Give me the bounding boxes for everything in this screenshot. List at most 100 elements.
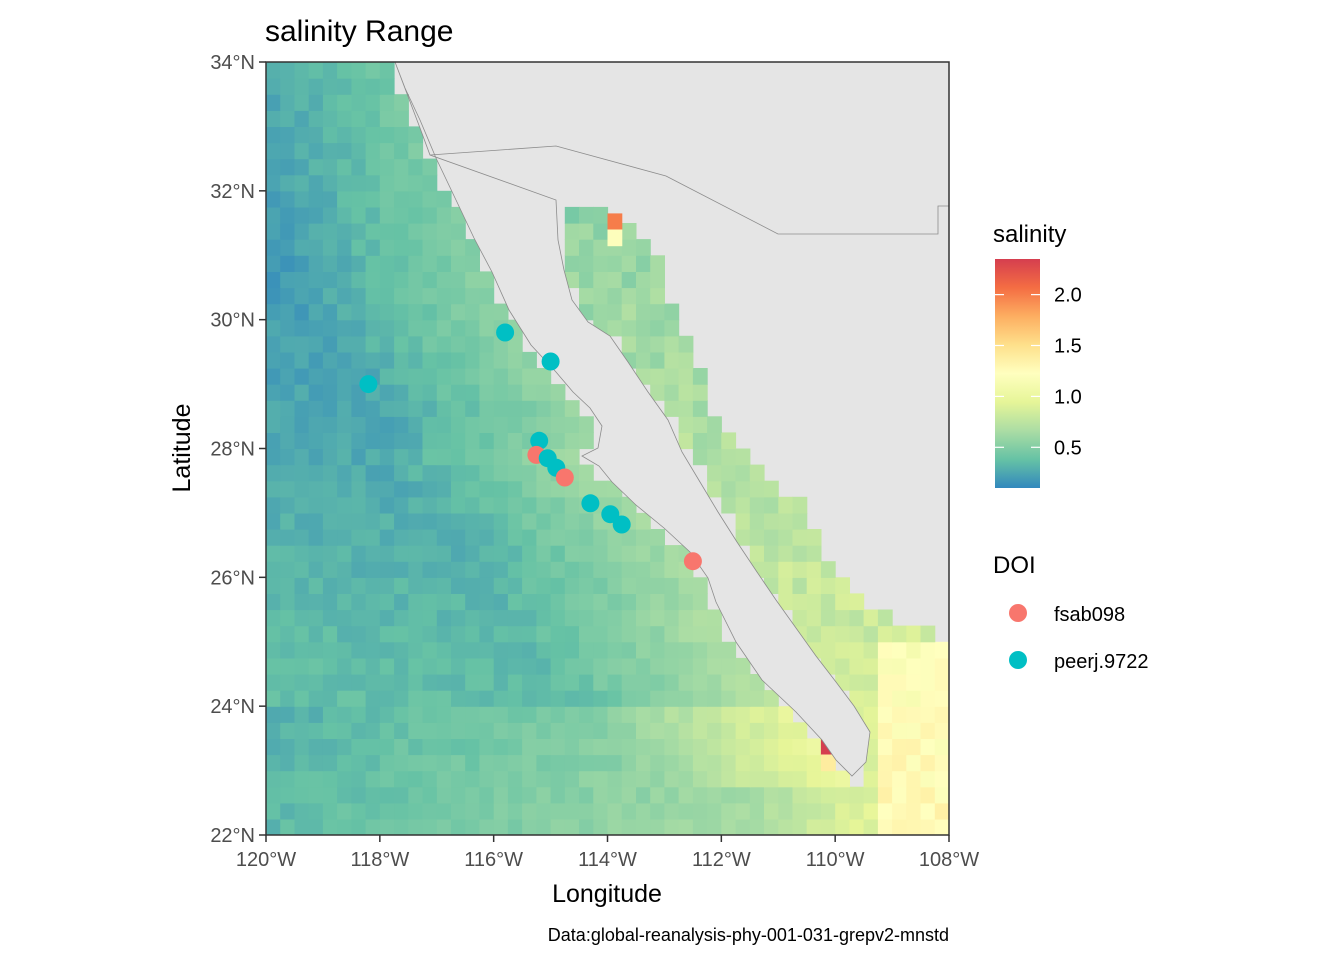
heatmap-cell <box>394 174 409 192</box>
heatmap-cell <box>308 78 324 95</box>
heatmap-cell <box>678 738 694 756</box>
heatmap-cell <box>379 158 395 176</box>
heatmap-cell <box>792 754 808 772</box>
heatmap-cell <box>365 303 381 321</box>
heatmap-cell <box>322 368 338 385</box>
heatmap-cell <box>579 706 594 723</box>
heatmap-cell <box>735 674 751 691</box>
heatmap-cell <box>379 818 395 835</box>
heatmap-cell <box>379 142 395 160</box>
heatmap-cell <box>664 802 680 820</box>
heatmap-cell <box>636 319 651 337</box>
heatmap-cell <box>351 190 367 208</box>
heatmap-cell <box>322 400 338 417</box>
heatmap-cell <box>650 529 665 546</box>
heatmap-cell <box>678 802 694 820</box>
heatmap-cell <box>451 690 466 707</box>
heatmap-cell <box>337 94 352 111</box>
heatmap-cell <box>621 802 637 820</box>
heatmap-cell <box>507 770 523 788</box>
heatmap-cell <box>394 770 409 788</box>
heatmap-cell <box>550 738 566 756</box>
heatmap-cell <box>337 62 352 79</box>
heatmap-cell <box>692 432 708 450</box>
heatmap-cell <box>650 786 665 804</box>
heatmap-cell <box>337 110 352 127</box>
heatmap-cell <box>379 496 395 514</box>
heatmap-cell <box>621 303 637 321</box>
heatmap-cell <box>465 480 480 498</box>
heatmap-cell <box>692 706 708 723</box>
heatmap-cell <box>493 416 509 433</box>
heatmap-cell <box>707 432 722 450</box>
heatmap-cell <box>465 754 480 772</box>
heatmap-cell <box>507 545 523 562</box>
heatmap-cell <box>337 287 352 305</box>
heatmap-cell <box>493 368 509 385</box>
heatmap-cell <box>650 384 665 401</box>
heatmap-cell <box>522 706 537 723</box>
doi-legend: DOI fsab098 peerj.9722 <box>993 552 1149 673</box>
heatmap-cell <box>920 625 936 643</box>
heatmap-cell <box>692 593 708 611</box>
heatmap-cell <box>465 303 480 321</box>
heatmap-cell <box>636 593 651 611</box>
heatmap-cell <box>322 271 338 289</box>
heatmap-cell <box>322 94 338 111</box>
heatmap-cell <box>436 448 452 466</box>
heatmap-cell <box>322 625 338 643</box>
heatmap-cell <box>408 335 424 353</box>
heatmap-cell <box>394 690 409 707</box>
heatmap-cell <box>408 593 424 611</box>
heatmap-cell <box>351 174 367 192</box>
heatmap-cell <box>337 593 352 611</box>
heatmap-cell <box>536 529 552 546</box>
heatmap-cell <box>379 738 395 756</box>
heatmap-cell <box>436 786 452 804</box>
heatmap-cell <box>621 319 637 337</box>
heatmap-cell <box>735 738 751 756</box>
heatmap-cell <box>550 625 566 643</box>
heatmap-cell <box>365 641 381 659</box>
heatmap-cell <box>579 674 594 691</box>
heatmap-cell <box>764 818 779 835</box>
heatmap-cell <box>877 802 893 820</box>
heatmap-cell <box>436 432 452 450</box>
heatmap-cell <box>436 657 452 675</box>
heatmap-cell <box>692 416 708 433</box>
heatmap-cell <box>636 706 651 723</box>
heatmap-cell <box>636 512 651 530</box>
heatmap-cell <box>394 722 409 739</box>
heatmap-cell <box>351 657 367 675</box>
heatmap-cell <box>522 674 537 691</box>
heatmap-cell <box>408 190 424 208</box>
heatmap-cell <box>920 641 936 659</box>
heatmap-cell <box>564 512 580 530</box>
heatmap-cell <box>735 690 751 707</box>
heatmap-cell <box>465 818 480 835</box>
heatmap-cell <box>408 561 424 578</box>
heatmap-cell <box>906 802 922 820</box>
heatmap-cell <box>607 786 623 804</box>
heatmap-cell <box>664 754 680 772</box>
heatmap-cell <box>379 770 395 788</box>
heatmap-cell <box>664 577 680 594</box>
heatmap-cell <box>678 368 694 385</box>
heatmap-cell <box>294 529 310 546</box>
heatmap-cell <box>308 239 324 256</box>
heatmap-cell <box>422 738 438 756</box>
heatmap-cell <box>322 62 338 79</box>
heatmap-cell <box>422 384 438 401</box>
heatmap-cell <box>934 641 949 659</box>
heatmap-cell <box>308 94 324 111</box>
heatmap-cell <box>379 416 395 433</box>
heatmap-cell <box>294 690 310 707</box>
heatmap-cell <box>664 657 680 675</box>
heatmap-cell <box>394 657 409 675</box>
heatmap-cell <box>436 351 452 369</box>
heatmap-cell <box>664 545 680 562</box>
heatmap-cell <box>422 400 438 417</box>
heatmap-cell <box>337 641 352 659</box>
heatmap-cell <box>493 770 509 788</box>
heatmap-cell <box>749 786 765 804</box>
